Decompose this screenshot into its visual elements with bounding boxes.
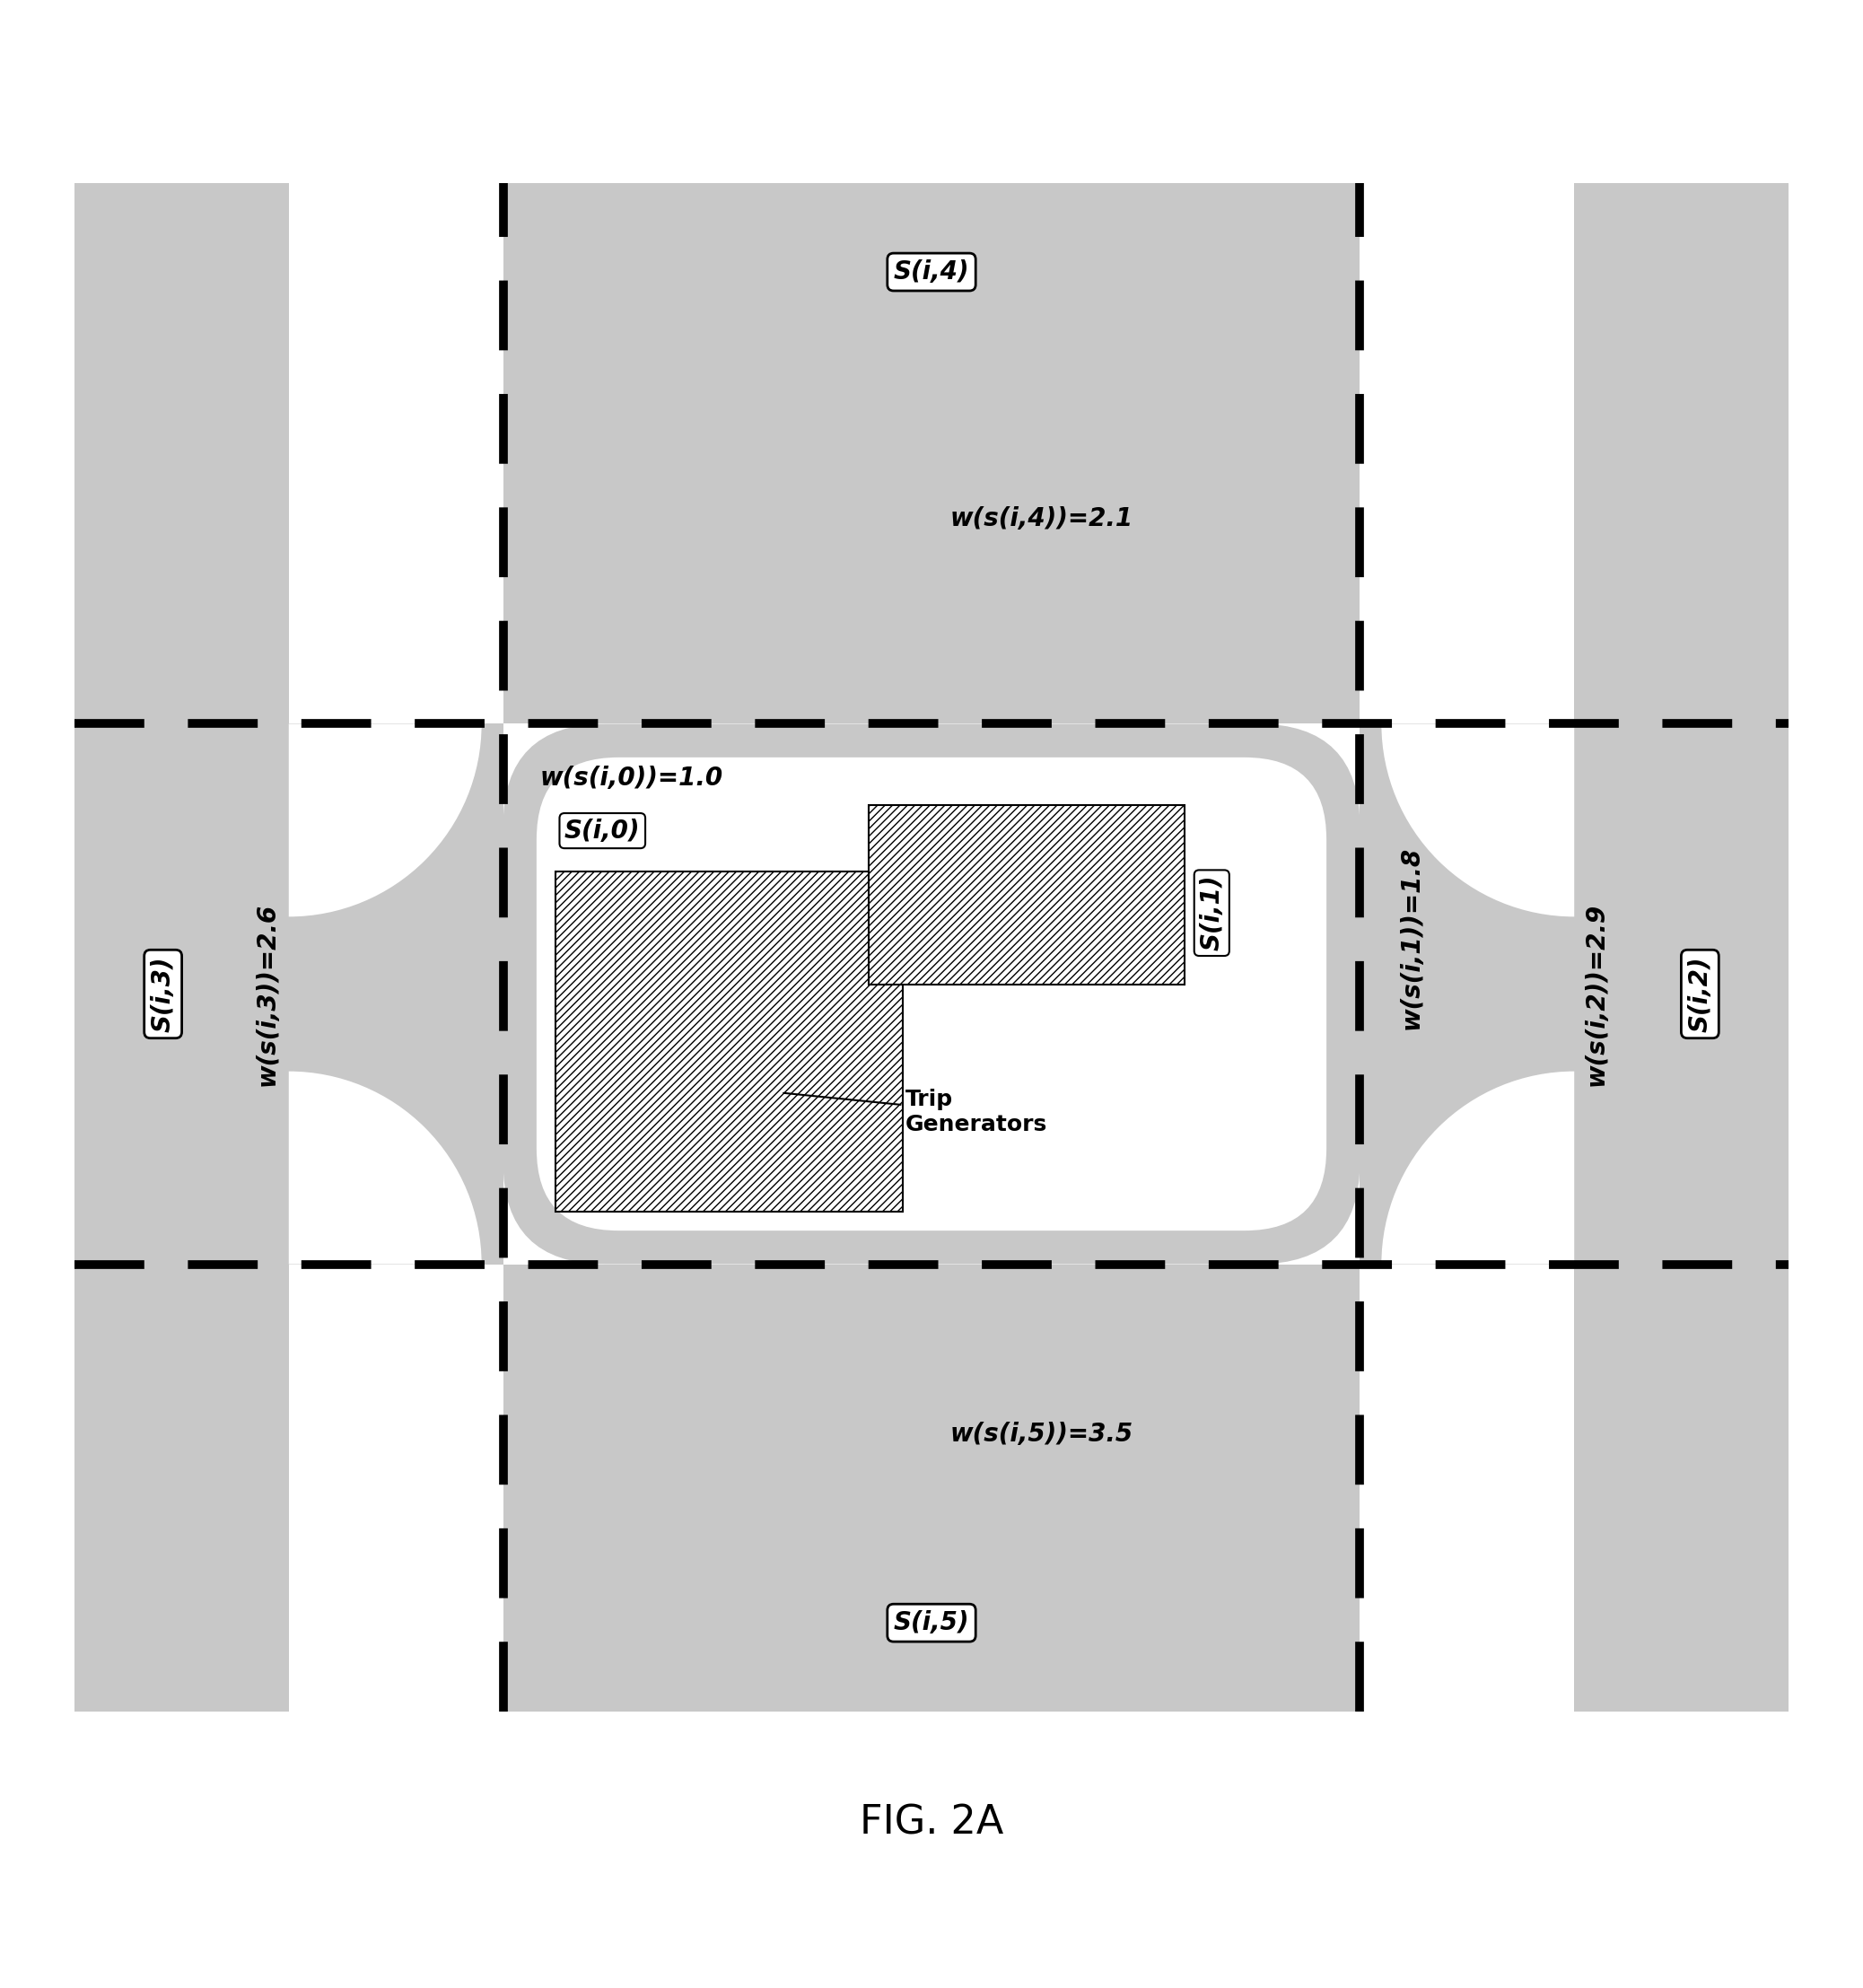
Text: w(s(i,1))=1.8: w(s(i,1))=1.8	[1399, 847, 1423, 1030]
Text: Trip
Generators: Trip Generators	[784, 1089, 1047, 1135]
Wedge shape	[1164, 1543, 1244, 1702]
Bar	[1360, 724, 1788, 1264]
Text: S(i,1): S(i,1)	[1200, 875, 1224, 950]
Bar	[1574, 1264, 1788, 1712]
Text: w(s(i,5))=3.5: w(s(i,5))=3.5	[950, 1421, 1133, 1447]
Wedge shape	[289, 724, 481, 916]
Text: S(i,4): S(i,4)	[894, 258, 969, 284]
Bar	[699, 1543, 1164, 1702]
Text: FIG. 2A: FIG. 2A	[859, 1803, 1004, 1843]
Wedge shape	[619, 1543, 699, 1702]
Bar	[1574, 183, 1788, 724]
Text: w(s(i,2))=2.9: w(s(i,2))=2.9	[1584, 903, 1608, 1085]
Wedge shape	[619, 193, 699, 352]
Bar	[75, 724, 503, 1264]
Wedge shape	[1380, 1072, 1574, 1264]
Bar	[75, 1264, 289, 1712]
FancyBboxPatch shape	[537, 757, 1326, 1231]
Wedge shape	[1164, 193, 1244, 352]
Text: S(i,3): S(i,3)	[151, 956, 175, 1032]
Text: S(i,5): S(i,5)	[894, 1610, 969, 1636]
Bar	[503, 1264, 1360, 1712]
Wedge shape	[84, 1227, 242, 1306]
Bar	[1621, 761, 1779, 1227]
Text: w(s(i,4))=2.1: w(s(i,4))=2.1	[950, 505, 1133, 531]
Bar	[503, 183, 1360, 724]
Text: S(i,0): S(i,0)	[564, 819, 641, 843]
Wedge shape	[289, 1072, 481, 1264]
Wedge shape	[1621, 682, 1779, 761]
Bar	[75, 183, 289, 724]
Text: w(s(i,3))=2.6: w(s(i,3))=2.6	[255, 903, 279, 1085]
Wedge shape	[84, 682, 242, 761]
Bar	[555, 871, 904, 1213]
Bar	[84, 761, 242, 1227]
Text: S(i,2): S(i,2)	[1688, 956, 1712, 1032]
Wedge shape	[1380, 724, 1574, 916]
Bar	[868, 805, 1185, 984]
Text: w(s(i,0))=1.0: w(s(i,0))=1.0	[540, 765, 723, 791]
Bar	[699, 193, 1164, 352]
Wedge shape	[1621, 1227, 1779, 1306]
FancyBboxPatch shape	[503, 724, 1360, 1264]
